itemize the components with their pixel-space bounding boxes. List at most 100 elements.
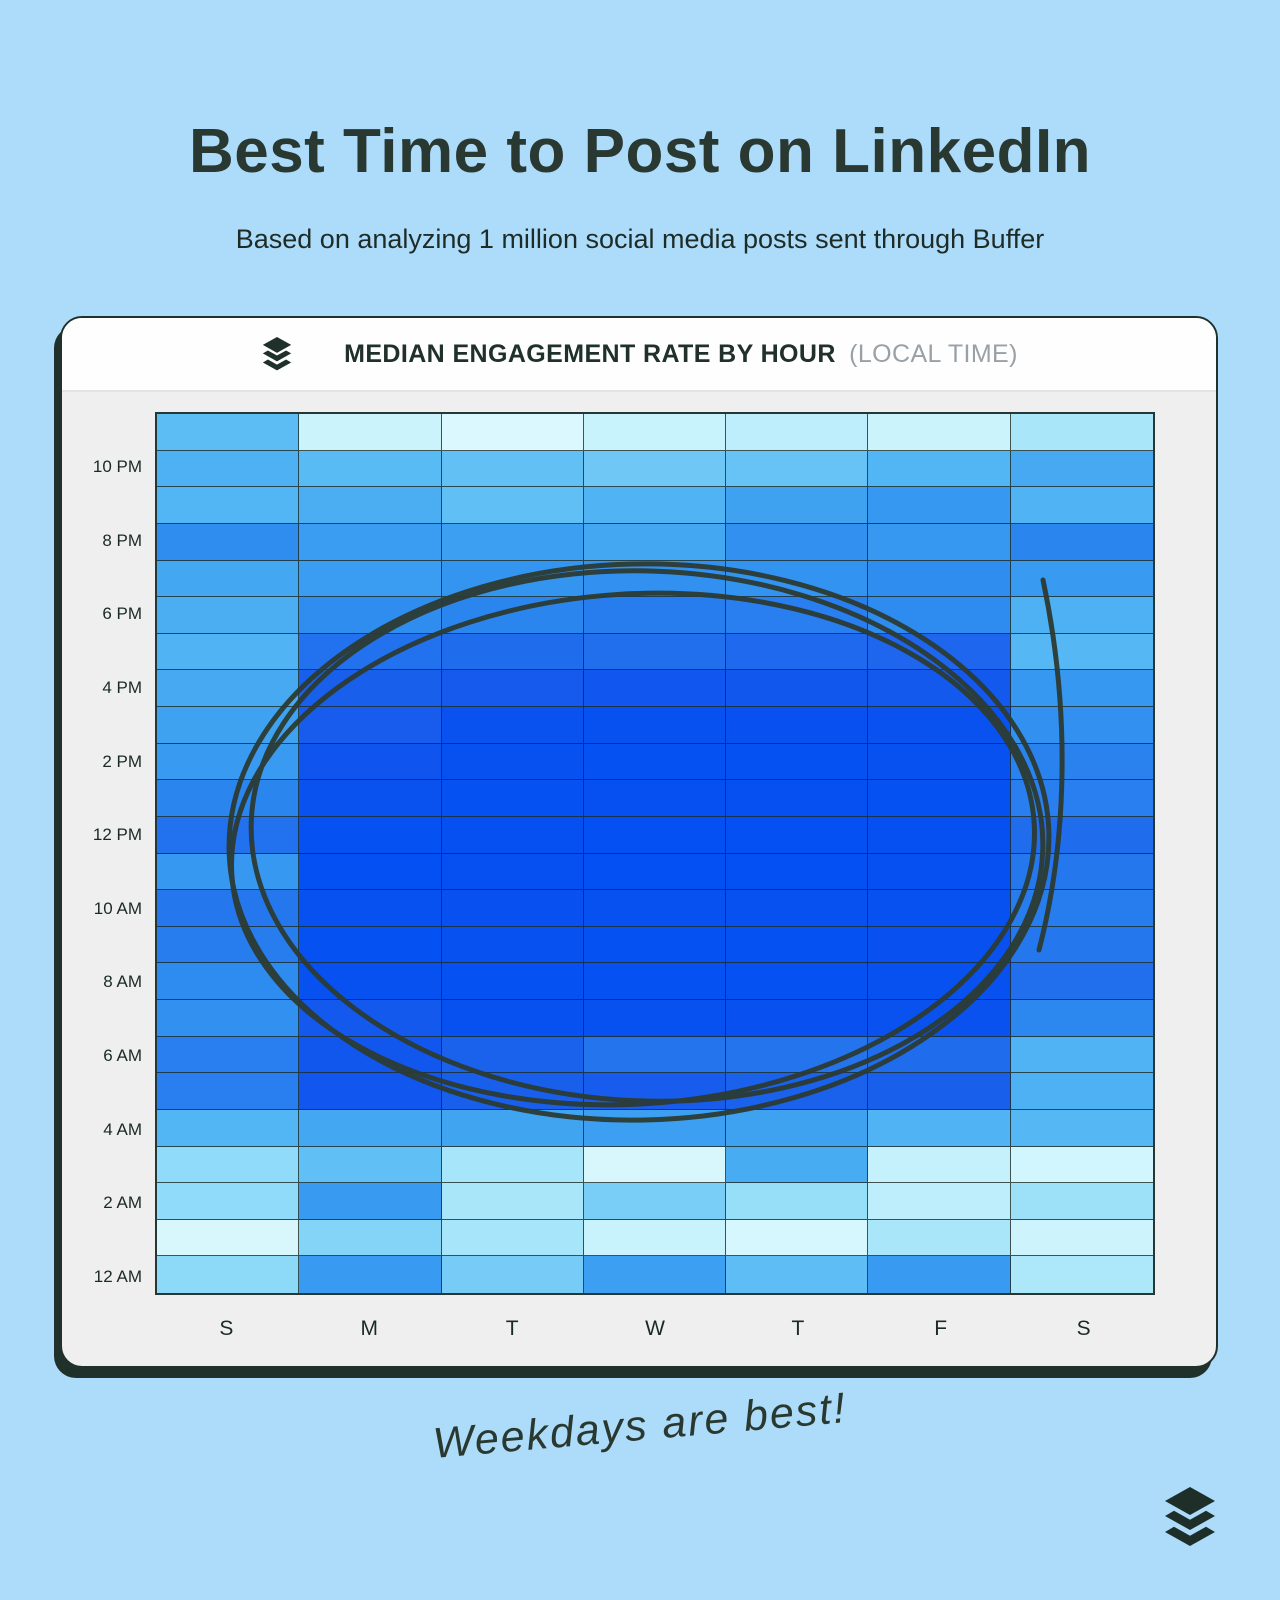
- heatmap-cell: [583, 597, 727, 634]
- heatmap-cell: [441, 1183, 584, 1220]
- hour-tick-label: 2 PM: [102, 751, 142, 771]
- heatmap-cell: [868, 1256, 1011, 1293]
- heatmap-cell: [583, 890, 727, 927]
- heatmap-cell: [868, 487, 1011, 524]
- heatmap-cell: [868, 1073, 1011, 1110]
- hour-tick-label: [62, 1074, 155, 1111]
- heatmap-chart: 10 PM 8 PM 6 PM 4 PM 2 PM 12 PM 10 AM 8 AM 6 AM 4…: [62, 392, 1216, 1366]
- heatmap-cell: [726, 1000, 869, 1037]
- heatmap-cell: [157, 1109, 300, 1147]
- heatmap-cell: [726, 1183, 869, 1220]
- heatmap-cell: [441, 926, 584, 964]
- heatmap-cell: [868, 597, 1011, 634]
- heatmap-cell: [583, 1183, 727, 1220]
- heatmap-cell: [441, 1256, 584, 1293]
- heatmap-cell: [441, 1000, 584, 1037]
- heatmap-cell: [583, 633, 727, 671]
- day-tick-label: T: [791, 1317, 805, 1340]
- heatmap-cell: [726, 890, 869, 927]
- heatmap-cell: [299, 1183, 442, 1220]
- hour-tick-label: [62, 486, 155, 523]
- heatmap-cell: [726, 487, 869, 524]
- heatmap-cell: [726, 816, 869, 854]
- heatmap-cell: [441, 890, 584, 927]
- heatmap-cell: [157, 1000, 300, 1037]
- chart-card: MEDIAN ENGAGEMENT RATE BY HOUR (LOCAL TI…: [60, 316, 1218, 1368]
- heatmap-cell: [299, 1109, 442, 1147]
- heatmap-cell: [868, 780, 1011, 817]
- heatmap-cell: [583, 1036, 727, 1074]
- hour-tick-label: 8 PM: [102, 530, 142, 550]
- heatmap-cell: [157, 1256, 300, 1293]
- heatmap-cell: [868, 633, 1011, 671]
- heatmap-cell: [726, 1146, 869, 1184]
- heatmap-cell: [299, 1219, 442, 1257]
- card-header: MEDIAN ENGAGEMENT RATE BY HOUR (LOCAL TI…: [62, 318, 1216, 392]
- heatmap-cell: [299, 1036, 442, 1074]
- heatmap-cell: [868, 743, 1011, 781]
- heatmap-cell: [726, 1256, 869, 1293]
- heatmap-cell: [583, 1000, 727, 1037]
- heatmap-cell: [726, 1036, 869, 1074]
- heatmap-cell: [726, 597, 869, 634]
- heatmap-cell: [441, 1109, 584, 1147]
- heatmap-cell: [583, 816, 727, 854]
- hour-tick-label: 10 PM: [92, 457, 142, 477]
- heatmap-cell: [299, 707, 442, 744]
- heatmap-cell: [868, 523, 1011, 561]
- heatmap-cell: [299, 450, 442, 488]
- hour-tick-label: 12 PM: [92, 825, 142, 845]
- heatmap-cell: [868, 1219, 1011, 1257]
- hour-tick-label: [62, 1222, 155, 1259]
- heatmap-cell: [299, 414, 442, 451]
- hour-tick-label: 12 AM: [93, 1266, 142, 1286]
- hour-tick-label: [62, 559, 155, 596]
- hour-tick-label: [62, 412, 155, 449]
- heatmap-cell: [299, 597, 442, 634]
- heatmap-cell: [157, 670, 300, 707]
- heatmap-cell: [441, 560, 584, 598]
- heatmap-cell: [868, 560, 1011, 598]
- heatmap-cell: [441, 414, 584, 451]
- heatmap-cell: [583, 1219, 727, 1257]
- y-axis-labels: 10 PM 8 PM 6 PM 4 PM 2 PM 12 PM 10 AM 8 AM 6 AM 4…: [62, 412, 155, 1295]
- heatmap-grid: [155, 412, 1155, 1295]
- heatmap-cell: [726, 450, 869, 488]
- heatmap-cell: [868, 816, 1011, 854]
- hour-tick-label: [62, 1148, 155, 1185]
- heatmap-cell: [1010, 780, 1153, 817]
- heatmap-cell: [157, 890, 300, 927]
- heatmap-cell: [299, 816, 442, 854]
- heatmap-cell: [441, 1146, 584, 1184]
- heatmap-cell: [1010, 963, 1153, 1000]
- heatmap-cell: [299, 1000, 442, 1037]
- buffer-logo-icon: [262, 337, 292, 371]
- heatmap-cell: [157, 1146, 300, 1184]
- hour-tick-label: [62, 780, 155, 817]
- heatmap-cell: [726, 853, 869, 891]
- heatmap-cell: [441, 963, 584, 1000]
- heatmap-cell: [726, 963, 869, 1000]
- hour-tick-label: 4 AM: [103, 1119, 142, 1139]
- heatmap-cell: [726, 523, 869, 561]
- heatmap-cell: [1010, 633, 1153, 671]
- heatmap-cell: [1010, 926, 1153, 964]
- heatmap-cell: [441, 1219, 584, 1257]
- heatmap-cell: [441, 633, 584, 671]
- heatmap-cell: [157, 1219, 300, 1257]
- hour-tick-label: [62, 706, 155, 743]
- heatmap-cell: [583, 560, 727, 598]
- hour-tick-label: [62, 1001, 155, 1038]
- heatmap-cell: [299, 1256, 442, 1293]
- heatmap-cell: [157, 853, 300, 891]
- heatmap-cell: [157, 523, 300, 561]
- heatmap-cell: [583, 926, 727, 964]
- hour-tick-label: [62, 633, 155, 670]
- heatmap-cell: [583, 707, 727, 744]
- hour-tick-label: 10 AM: [93, 898, 142, 918]
- heatmap-cell: [1010, 1000, 1153, 1037]
- heatmap-cell: [583, 414, 727, 451]
- heatmap-cell: [583, 523, 727, 561]
- heatmap-cell: [299, 523, 442, 561]
- heatmap-cell: [1010, 670, 1153, 707]
